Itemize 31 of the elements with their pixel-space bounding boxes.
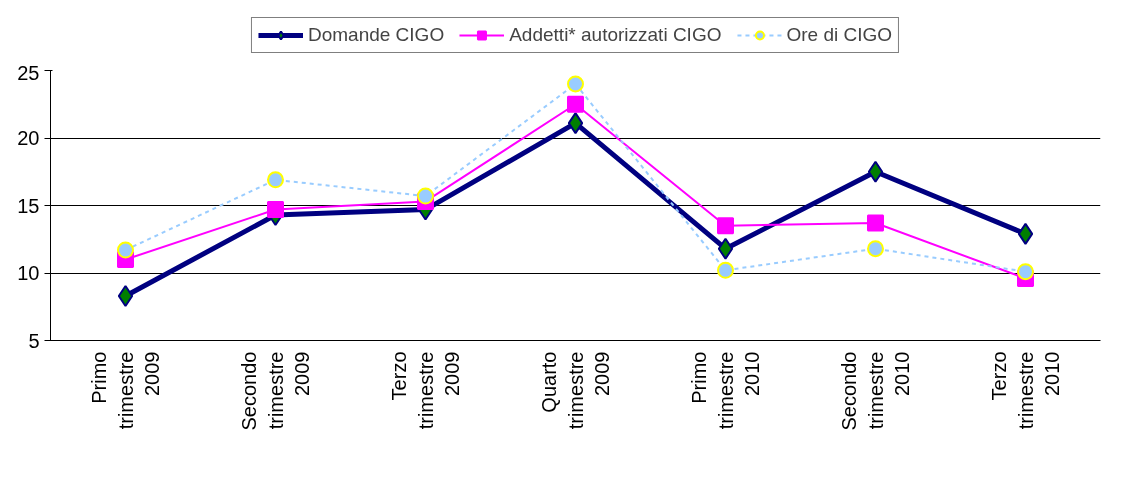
- point: [117, 284, 134, 307]
- point: [867, 160, 884, 183]
- y-tick-label: 15: [17, 194, 40, 217]
- y-tick-label: 10: [17, 262, 40, 284]
- x-tick-label: Secondo trimestre 2010: [838, 351, 913, 431]
- point: [117, 241, 134, 259]
- point: [867, 240, 884, 258]
- point: [567, 112, 584, 135]
- legend-label: Ore di CIGO: [786, 24, 893, 46]
- x-tick-label: Primo trimestre 2009: [88, 351, 163, 430]
- point: [567, 75, 584, 93]
- point: [717, 237, 734, 260]
- y-tick-label: 20: [17, 127, 40, 149]
- x-tick-label: Secondo trimestre 2009: [238, 351, 313, 431]
- y-tick-label: 25: [17, 61, 40, 84]
- point: [1017, 263, 1034, 281]
- point: [267, 201, 284, 219]
- point: [717, 261, 734, 279]
- point: [417, 187, 434, 205]
- point: [1017, 222, 1034, 245]
- x-tick-label: Primo trimestre 2010: [688, 351, 763, 430]
- point: [267, 171, 284, 189]
- legend-label: Domande CIGO: [307, 24, 445, 46]
- x-tick-label: Quarto trimestre 2009: [538, 351, 613, 430]
- point: [717, 217, 734, 235]
- x-tick-label: Terzo trimestre 2010: [988, 351, 1063, 430]
- x-tick-label: Terzo trimestre 2009: [388, 351, 463, 430]
- y-tick-label: 5: [28, 329, 40, 352]
- point: [567, 95, 584, 113]
- point: [867, 214, 884, 232]
- legend-label: Addetti* autorizzati CIGO: [509, 24, 722, 46]
